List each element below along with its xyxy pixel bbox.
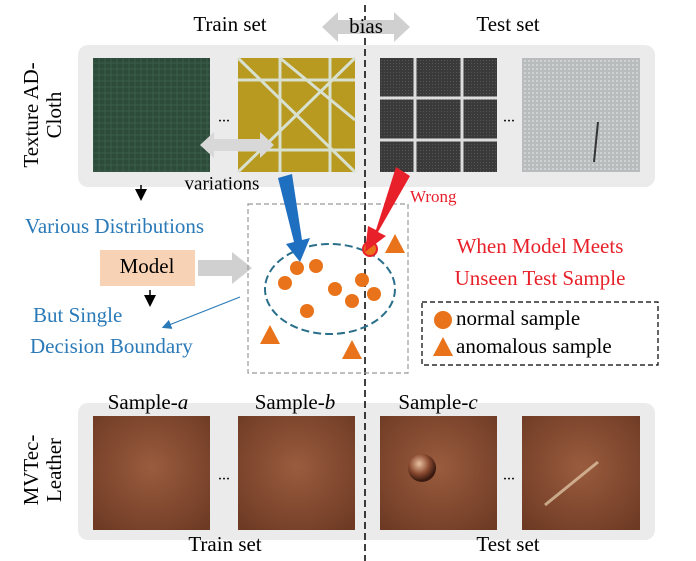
anomalous-points xyxy=(260,234,405,359)
unseen-text: When Model Meets xyxy=(457,234,624,258)
bottom-panel xyxy=(78,403,655,540)
legend-circle xyxy=(434,311,452,329)
ellipsis: ... xyxy=(218,467,230,484)
row-label: Texture AD- xyxy=(19,62,43,167)
red-arrow xyxy=(365,167,410,252)
leather-image xyxy=(93,416,210,530)
legend xyxy=(421,301,659,366)
model-label: Model xyxy=(120,254,175,278)
bias-label: bias xyxy=(349,14,383,38)
row-label: Cloth xyxy=(42,91,66,138)
legend-label: normal sample xyxy=(456,306,580,330)
variations-label: variations xyxy=(185,173,260,194)
model-arrow xyxy=(198,252,252,284)
sample-space xyxy=(247,203,409,374)
sample-label: Sample-b xyxy=(255,390,335,414)
leather-image xyxy=(380,416,497,530)
ellipsis: ... xyxy=(218,109,230,126)
row-label: Leather xyxy=(42,438,66,502)
ellipsis: ... xyxy=(503,467,515,484)
decision-boundary xyxy=(264,243,396,335)
boundary-text: But Single xyxy=(33,303,122,327)
train-set-label: Train set xyxy=(193,12,266,36)
cloth-image xyxy=(236,56,357,174)
wrong-label: Wrong xyxy=(410,187,457,206)
test-set-label: Test set xyxy=(476,12,539,36)
leather-image xyxy=(522,416,640,530)
test-set-label: Test set xyxy=(476,532,539,556)
train-set-label: Train set xyxy=(188,532,261,556)
cloth-image xyxy=(522,58,640,172)
legend-label: anomalous sample xyxy=(456,334,612,358)
various-distributions: Various Distributions xyxy=(25,214,204,238)
normal-points xyxy=(278,241,381,318)
bias-arrow xyxy=(322,12,410,42)
sample-label: Sample-a xyxy=(108,390,188,414)
model-box xyxy=(100,250,195,286)
variation-arrow xyxy=(200,132,274,158)
top-panel xyxy=(78,45,655,187)
blue-arrow xyxy=(278,174,310,262)
leather-image xyxy=(238,416,355,530)
cloth-image xyxy=(380,58,497,172)
cloth-image xyxy=(93,58,210,172)
sample-label: Sample-c xyxy=(398,390,478,414)
row-label: MVTec- xyxy=(19,435,43,506)
boundary-arrow xyxy=(161,296,241,329)
legend-triangle xyxy=(433,337,453,356)
unseen-text: Unseen Test Sample xyxy=(455,266,626,290)
ellipsis: ... xyxy=(503,109,515,126)
boundary-text: Decision Boundary xyxy=(30,334,193,358)
